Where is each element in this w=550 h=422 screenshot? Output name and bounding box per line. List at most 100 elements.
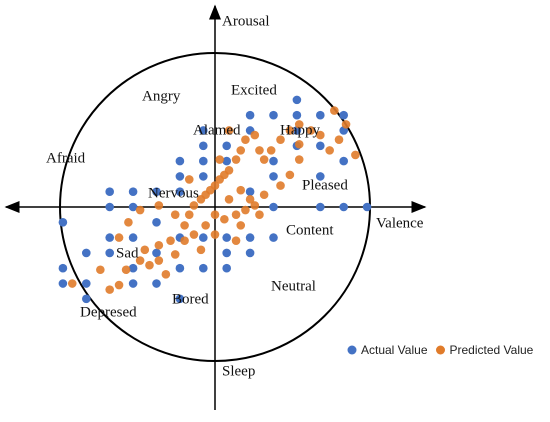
point <box>175 187 185 196</box>
point <box>236 221 246 230</box>
point <box>199 172 208 181</box>
annotation: Alamed <box>193 122 241 138</box>
point <box>152 279 161 288</box>
point <box>245 233 255 242</box>
point <box>161 270 171 279</box>
point <box>316 141 325 151</box>
point <box>316 130 325 140</box>
point <box>236 146 246 155</box>
point <box>175 294 185 304</box>
point <box>58 279 68 288</box>
point <box>170 250 180 259</box>
point <box>241 135 250 144</box>
point <box>222 156 231 166</box>
point <box>184 175 194 184</box>
point <box>236 185 246 195</box>
legend-label: Predicted Value <box>450 343 534 357</box>
point <box>196 245 206 255</box>
point <box>145 260 154 270</box>
point <box>250 130 260 140</box>
point <box>128 263 138 273</box>
annotation: Content <box>286 222 334 238</box>
point <box>210 230 220 239</box>
point <box>285 126 295 135</box>
point <box>259 155 269 164</box>
point <box>269 156 278 166</box>
point <box>294 155 304 164</box>
legend-marker <box>436 345 445 355</box>
annotation: Excited <box>231 82 277 98</box>
point <box>250 201 260 210</box>
point <box>334 135 344 144</box>
point <box>175 156 185 166</box>
annotation: Nervous <box>148 185 199 201</box>
point <box>269 172 278 181</box>
point <box>180 236 189 245</box>
point <box>341 120 351 129</box>
point <box>189 201 199 210</box>
point <box>362 202 372 212</box>
point <box>184 210 194 219</box>
points <box>58 95 372 304</box>
point <box>241 205 250 215</box>
point <box>285 170 295 180</box>
point <box>128 233 138 242</box>
y-axis-label: Arousal <box>222 13 270 29</box>
annotation: Neutral <box>271 278 316 294</box>
point <box>67 279 77 288</box>
annotation: Pleased <box>302 177 348 193</box>
point <box>255 210 264 219</box>
point <box>259 190 269 200</box>
point <box>128 202 138 212</box>
point <box>82 279 91 288</box>
point <box>140 245 150 255</box>
point <box>316 110 325 120</box>
point <box>269 202 278 212</box>
point <box>199 263 208 273</box>
point <box>220 214 229 224</box>
point <box>135 205 145 215</box>
point <box>105 233 114 242</box>
point <box>152 248 161 258</box>
point <box>128 187 138 196</box>
point <box>339 202 349 212</box>
point <box>175 263 185 273</box>
point <box>170 210 180 219</box>
point <box>306 126 316 135</box>
point <box>269 233 278 242</box>
point <box>199 126 208 135</box>
point <box>330 106 339 115</box>
point <box>199 233 208 242</box>
point <box>105 285 114 294</box>
point <box>222 263 231 273</box>
point <box>114 233 124 242</box>
point <box>152 187 161 196</box>
point <box>292 110 302 120</box>
point <box>82 248 91 258</box>
x-axis-label: Valence <box>376 215 424 231</box>
point <box>245 195 255 204</box>
point <box>105 248 114 258</box>
point <box>231 155 241 164</box>
point <box>121 265 131 275</box>
point <box>316 202 325 212</box>
point <box>124 218 133 227</box>
annotation: Depresed <box>80 304 137 320</box>
point <box>339 110 349 120</box>
point <box>58 218 68 227</box>
point <box>276 181 285 190</box>
point <box>96 265 105 275</box>
annotation: Bored <box>172 291 209 307</box>
point <box>224 195 234 204</box>
point <box>255 146 264 155</box>
point <box>292 95 302 105</box>
point <box>276 135 285 144</box>
annotation: Happy <box>280 122 320 138</box>
point <box>222 233 231 242</box>
point <box>201 221 210 230</box>
point <box>325 146 334 155</box>
point <box>210 181 220 190</box>
legend: Actual Value Predicted Value <box>347 343 534 357</box>
point <box>222 141 231 151</box>
